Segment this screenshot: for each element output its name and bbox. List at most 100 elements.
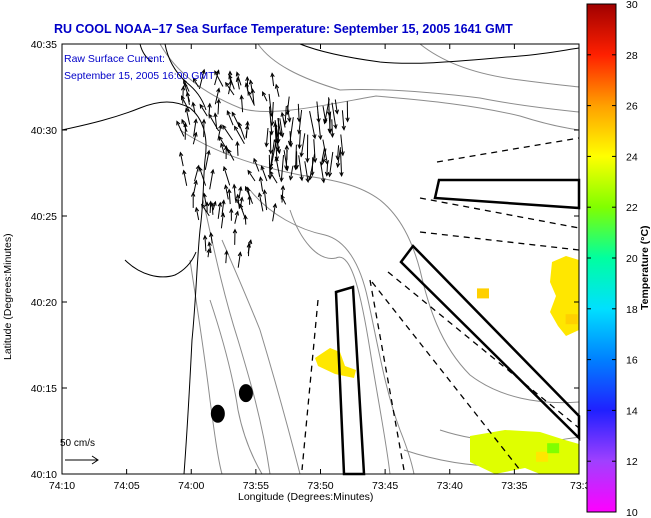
surface-current-vectors [176, 68, 350, 268]
current-vector [232, 228, 238, 245]
current-vector [268, 131, 273, 155]
current-vector [204, 149, 211, 170]
current-vector [245, 75, 250, 91]
current-vector [269, 106, 274, 136]
transect-lines [301, 137, 580, 471]
current-vector [260, 165, 268, 182]
current-vector [322, 106, 328, 124]
current-vector [198, 68, 206, 90]
current-vector [274, 139, 279, 162]
current-vector [268, 142, 277, 172]
current-vector [220, 142, 225, 154]
current-vector [321, 148, 327, 164]
current-vector [331, 102, 338, 130]
x-axis: 74:10 74:05 74:00 73:55 73:50 73:45 73:40 73:35… [49, 44, 591, 492]
current-vector [237, 251, 243, 268]
map-plot-area: Raw Surface Current: September 15, 2005 … [60, 43, 581, 476]
current-vector [297, 109, 303, 135]
current-vector [285, 96, 290, 116]
current-vector [247, 239, 253, 254]
current-vector [310, 157, 315, 177]
colorbar-tick-label: 24 [626, 151, 638, 163]
x-tick-label: 73:3 [570, 480, 591, 492]
current-vector [222, 165, 231, 186]
x-tick-label: 73:45 [372, 480, 398, 492]
current-vector [319, 147, 325, 167]
current-vector [217, 123, 223, 141]
colorbar-tick-label: 18 [626, 304, 638, 316]
current-vector [220, 212, 226, 229]
current-vector [192, 77, 200, 88]
station-marker [238, 384, 253, 403]
current-vector [226, 110, 234, 126]
y-tick-label: 40:35 [31, 39, 57, 51]
x-tick-label: 73:40 [437, 480, 463, 492]
current-vector [217, 201, 222, 219]
x-tick-label: 73:35 [501, 480, 527, 492]
current-vector [202, 234, 208, 252]
current-vector [327, 108, 333, 134]
current-annotation-line2: September 15, 2005 16:00 GMT [64, 70, 215, 82]
current-vector [201, 118, 207, 138]
current-vector [247, 194, 252, 205]
current-vector [184, 107, 191, 125]
colorbar-tick-label: 16 [626, 355, 638, 367]
current-vector [272, 202, 278, 222]
current-vector [193, 118, 198, 137]
current-vector [231, 111, 241, 129]
colorbar-tick-label: 30 [626, 0, 638, 11]
current-vector [327, 151, 334, 178]
current-annotation-line1: Raw Surface Current: [64, 53, 165, 65]
current-vector [335, 145, 340, 161]
current-vector [316, 101, 321, 124]
colorbar-tick-label: 10 [626, 507, 638, 518]
current-vector [279, 155, 284, 183]
current-vector [201, 203, 210, 217]
current-vector [279, 118, 285, 138]
current-vector [262, 189, 268, 211]
current-vector [221, 199, 226, 215]
current-vector [179, 151, 184, 167]
colorbar-tick-label: 28 [626, 50, 638, 62]
sst-patch [315, 348, 356, 378]
y-axis-label: Latitude (Degrees:Minutes) [2, 233, 14, 360]
current-vector [258, 176, 264, 192]
y-tick-label: 40:30 [31, 125, 57, 137]
current-vector [190, 191, 196, 208]
current-vector [204, 201, 210, 213]
colorbar-tick-label: 26 [626, 101, 638, 113]
current-vector [199, 103, 208, 117]
current-vector [207, 102, 212, 116]
current-vector [288, 165, 294, 181]
x-tick-label: 74:00 [178, 480, 204, 492]
current-vector [293, 144, 298, 171]
current-vector [212, 200, 217, 211]
current-vector [214, 70, 224, 87]
y-tick-label: 40:15 [31, 383, 57, 395]
current-vector [235, 71, 242, 86]
current-vector [270, 72, 275, 87]
sst-patch [565, 314, 578, 325]
sst-patch [476, 288, 489, 299]
current-vector [334, 99, 339, 115]
current-vector [224, 184, 229, 200]
current-vector [239, 196, 244, 207]
current-vector [206, 248, 211, 258]
current-vector [209, 168, 215, 190]
current-vector [288, 131, 293, 148]
colorbar-ticks: 10 12 14 16 18 20 22 24 26 28 30 [587, 0, 638, 518]
current-vector [244, 124, 250, 138]
current-vector [280, 184, 286, 203]
current-vector [209, 231, 214, 244]
current-vector [235, 76, 241, 90]
station-markers [210, 384, 253, 423]
current-vector [194, 206, 200, 221]
current-vector [181, 118, 188, 132]
current-vector [222, 124, 234, 141]
current-vector [274, 83, 280, 97]
current-vector [298, 155, 304, 182]
colorbar: 10 12 14 16 18 20 22 24 26 28 30 [586, 0, 638, 518]
current-vector [280, 111, 286, 128]
current-vector [340, 134, 345, 157]
